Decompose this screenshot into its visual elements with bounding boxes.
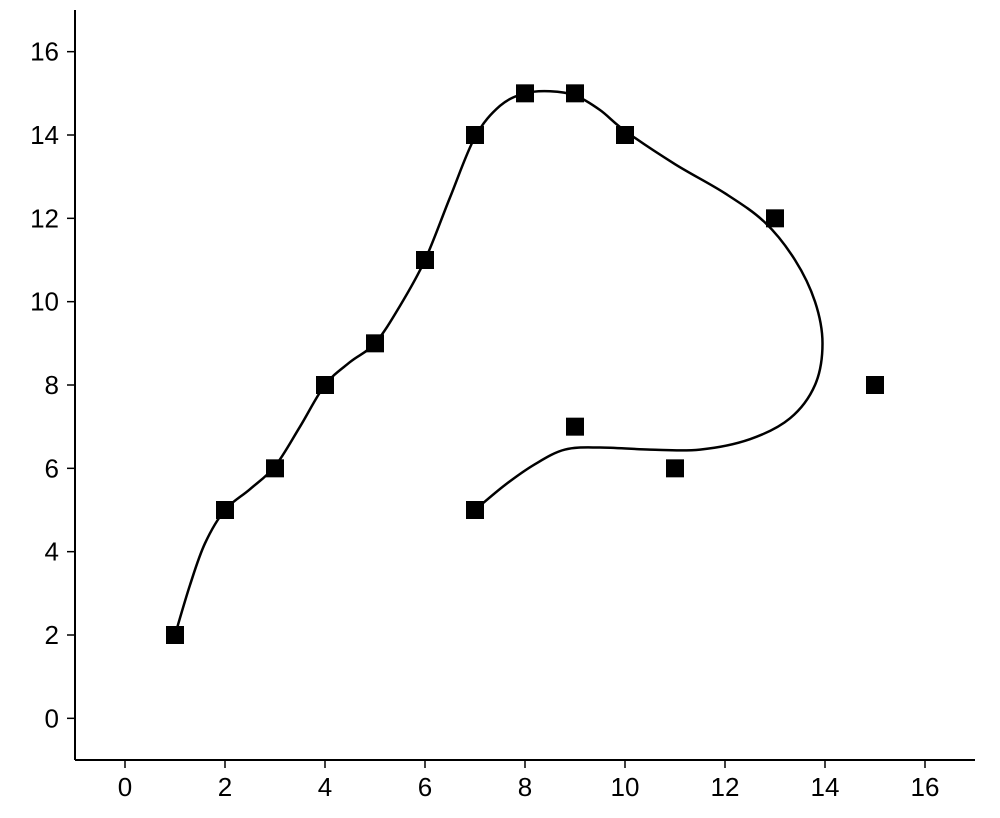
x-tick-label: 14	[811, 772, 840, 802]
data-marker	[416, 251, 434, 269]
data-marker	[216, 501, 234, 519]
data-marker	[566, 418, 584, 436]
data-marker	[866, 376, 884, 394]
x-tick-label: 2	[218, 772, 232, 802]
data-marker	[566, 84, 584, 102]
x-tick-label: 4	[318, 772, 332, 802]
fitted-curve	[175, 91, 823, 635]
data-marker	[466, 501, 484, 519]
chart-svg: 0 2 4 6 8 10 12 14 16 0 2 4 6 8 10 12 14 16	[0, 0, 1000, 818]
data-marker	[266, 459, 284, 477]
y-tick-label: 6	[45, 453, 59, 483]
data-marker	[316, 376, 334, 394]
data-marker	[466, 126, 484, 144]
data-marker	[366, 334, 384, 352]
x-tick-label: 10	[611, 772, 640, 802]
x-tick-label: 6	[418, 772, 432, 802]
y-tick-label: 16	[30, 37, 59, 67]
y-tick-label: 8	[45, 370, 59, 400]
data-marker	[516, 84, 534, 102]
x-tick-label: 0	[118, 772, 132, 802]
y-tick-label: 2	[45, 620, 59, 650]
x-tick-label: 12	[711, 772, 740, 802]
x-tick-label: 16	[911, 772, 940, 802]
y-tick-label: 14	[30, 120, 59, 150]
data-marker	[666, 459, 684, 477]
y-tick-label: 4	[45, 537, 59, 567]
x-tick-label: 8	[518, 772, 532, 802]
data-marker	[766, 209, 784, 227]
scatter-curve-chart: 0 2 4 6 8 10 12 14 16 0 2 4 6 8 10 12 14 16	[0, 0, 1000, 818]
y-tick-label: 0	[45, 703, 59, 733]
data-marker	[166, 626, 184, 644]
y-tick-label: 10	[30, 287, 59, 317]
y-tick-label: 12	[30, 203, 59, 233]
data-marker	[616, 126, 634, 144]
